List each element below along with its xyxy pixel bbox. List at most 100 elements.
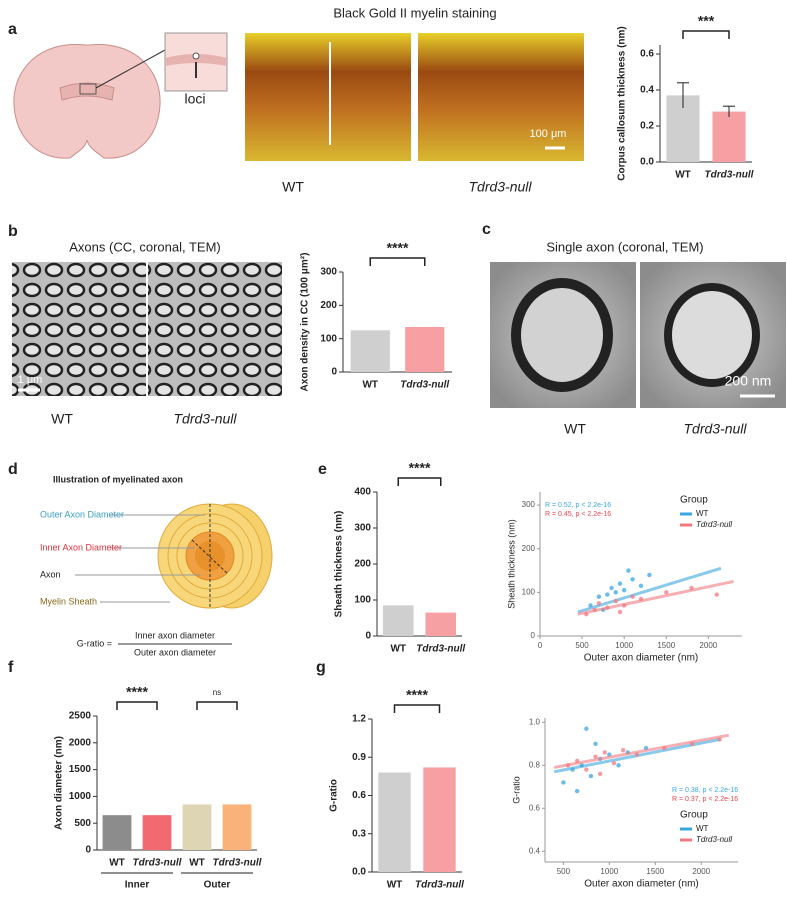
y-tick-label: 400 [354, 487, 371, 498]
point [617, 581, 623, 586]
bar [405, 327, 445, 372]
point [584, 726, 589, 731]
x-tick-label: Tdrd3-null [416, 644, 465, 655]
significance-bracket [196, 701, 238, 710]
x-tick-label: WT [390, 644, 406, 655]
point [626, 568, 631, 573]
point [630, 577, 635, 582]
point [593, 754, 598, 759]
panel-letter: a [8, 21, 17, 38]
group-label: WT [564, 421, 586, 437]
bar [102, 815, 132, 850]
y-tick-label: 100 [522, 587, 536, 596]
x-tick-label: WT [362, 380, 378, 391]
bar [350, 330, 390, 372]
significance-label: **** [387, 240, 409, 256]
y-tick-label: 100 [320, 333, 337, 344]
y-tick-label: 0.2 [640, 121, 654, 132]
point [616, 763, 621, 768]
bar [382, 605, 414, 636]
y-tick-label: 0.0 [352, 867, 366, 878]
point [621, 587, 627, 593]
point [613, 598, 618, 604]
x-tick-label: WT [675, 170, 691, 181]
point [613, 590, 618, 595]
y-axis-title: Corpus callosum thickness (nm) [617, 26, 628, 180]
y-tick-label: 0 [331, 367, 337, 378]
staining-image [418, 33, 584, 161]
scale-label: 200 nm [725, 373, 772, 389]
illustration-title: Illustration of myelinated axon [53, 474, 183, 484]
y-tick-label: 100 [354, 595, 371, 606]
x-tick-label: 1000 [615, 641, 633, 650]
y-tick-label: 0 [85, 845, 91, 856]
point [605, 592, 610, 597]
scale-label: 100 μm [530, 128, 567, 140]
axon-label: Axon [40, 569, 61, 579]
point [630, 594, 635, 599]
bar [712, 111, 746, 162]
y-axis-title: G-ratio [511, 776, 521, 804]
x-tick-label: Tdrd3-null [415, 880, 464, 891]
x-tick-label: Tdrd3-null [213, 858, 262, 869]
group-label: Outer [204, 880, 231, 891]
y-axis-title: Axon density in CC (100 μm²) [300, 253, 311, 392]
y-tick-label: 200 [320, 300, 337, 311]
legend-title: Group [680, 495, 708, 506]
point [638, 583, 644, 589]
x-tick-label: 1000 [600, 867, 618, 876]
significance-label: **** [406, 687, 428, 703]
point [609, 585, 614, 591]
legend-label: Tdrd3-null [696, 835, 732, 844]
bar [423, 767, 456, 872]
inner-label: Inner Axon Diameter [40, 542, 122, 552]
significance-bracket [393, 704, 441, 713]
x-tick-label: 1500 [646, 867, 664, 876]
bar [378, 772, 411, 872]
axon-illustration [75, 503, 273, 609]
point [584, 767, 589, 772]
axon-sheath [664, 283, 760, 387]
y-tick-label: 200 [354, 559, 371, 570]
y-tick-label: 0.0 [640, 157, 654, 168]
y-tick-label: 1500 [69, 764, 92, 775]
staining-image [245, 33, 411, 161]
annotation: R = 0.37, p < 2.2e-16 [672, 796, 738, 803]
y-tick-label: 0 [531, 631, 536, 640]
significance-bracket [116, 701, 158, 710]
x-tick-label: Tdrd3-null [705, 170, 754, 181]
legend-label: Tdrd3-null [696, 520, 732, 529]
annotation: R = 0.38, p < 2.2e-16 [672, 787, 738, 794]
y-tick-label: 0.6 [352, 790, 366, 801]
y-tick-label: 0.8 [529, 760, 541, 769]
x-tick-label: WT [109, 858, 125, 869]
x-tick-label: Tdrd3-null [133, 858, 182, 869]
x-tick-label: 2000 [692, 867, 710, 876]
y-tick-label: 0.3 [352, 828, 366, 839]
single-title: Single axon (coronal, TEM) [546, 239, 703, 254]
y-tick-label: 2500 [69, 711, 92, 722]
group-label: Tdrd3-null [468, 179, 532, 195]
y-tick-label: 0.6 [529, 803, 541, 812]
point [617, 609, 623, 615]
y-axis-title: Axon diameter (nm) [54, 736, 65, 830]
bar [182, 804, 212, 850]
legend-label: WT [696, 824, 709, 833]
gratio-numerator: Inner axon diameter [135, 630, 215, 640]
tem-image [148, 262, 282, 396]
point [596, 601, 602, 606]
significance-label: ns [213, 688, 221, 697]
y-tick-label: 200 [522, 544, 536, 553]
y-tick-label: 1.0 [529, 717, 541, 726]
x-tick-label: Tdrd3-null [400, 380, 449, 391]
tem-image [12, 262, 146, 396]
gratio-denominator: Outer axon diameter [134, 647, 216, 657]
fit-line [553, 733, 730, 769]
y-tick-label: 300 [354, 523, 371, 534]
significance-bracket [397, 477, 442, 486]
sheath-label: Myelin Sheath [40, 596, 97, 606]
group-label: Tdrd3-null [683, 421, 747, 437]
x-tick-label: 500 [575, 641, 589, 650]
bar [222, 804, 252, 850]
